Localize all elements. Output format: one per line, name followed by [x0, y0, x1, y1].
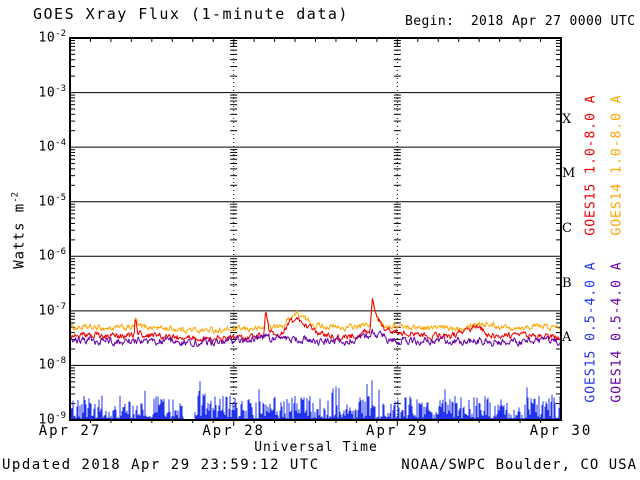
legend-goes14-0-5-4-0-a: GOES14 0.5-4.0 A	[609, 261, 625, 403]
day-boundary-lines	[230, 38, 401, 420]
x-axis-label: Apr 29	[366, 423, 429, 439]
x-axis-label: Apr 28	[202, 423, 265, 439]
chart-title: GOES Xray Flux (1-minute data)	[33, 5, 349, 23]
x-axis-title: Universal Time	[254, 440, 378, 455]
legend-goes14-1-0-8-0-a: GOES14 1.0-8.0 A	[609, 94, 625, 236]
series-goes14-1-0-8-0-a	[69, 299, 562, 334]
source-attribution: NOAA/SWPC Boulder, CO USA	[401, 457, 637, 473]
flare-class-b: B	[562, 275, 572, 291]
series-goes14-0-5-4-0-a	[69, 328, 562, 348]
series-goes15-0-5-4-0-a	[69, 380, 562, 419]
y-axis-title-exponent: -2	[10, 191, 21, 203]
y-axis-label: 10-8	[38, 356, 67, 373]
series-goes15-1-0-8-0-a	[69, 298, 562, 343]
flare-class-c: C	[562, 221, 572, 236]
y-axis-label: 10-2	[38, 29, 67, 46]
flare-class-m: M	[562, 166, 576, 182]
plot-frame	[69, 37, 562, 421]
axis-ticks	[70, 38, 561, 426]
legend-goes15-0-5-4-0-a: GOES15 0.5-4.0 A	[583, 261, 599, 403]
begin-timestamp: Begin: 2018 Apr 27 0000 UTC	[405, 14, 636, 29]
updated-timestamp: Updated 2018 Apr 29 23:59:12 UTC	[2, 457, 320, 473]
legend-goes15-1-0-8-0-a: GOES15 1.0-8.0 A	[583, 94, 599, 236]
y-axis-label: 10-5	[38, 192, 67, 210]
y-axis-label: 10-7	[38, 301, 67, 319]
y-axis-label: 10-3	[38, 83, 67, 100]
flare-class-a: A	[562, 330, 572, 346]
y-axis-label: 10-4	[38, 138, 67, 155]
flare-class-x: X	[562, 111, 572, 127]
grid-lines	[70, 92, 561, 366]
y-axis-label: 10-6	[38, 247, 67, 264]
x-axis-label: Apr 27	[38, 423, 102, 439]
x-axis-label: Apr 30	[529, 423, 593, 439]
y-axis-label: 10-9	[38, 411, 67, 428]
